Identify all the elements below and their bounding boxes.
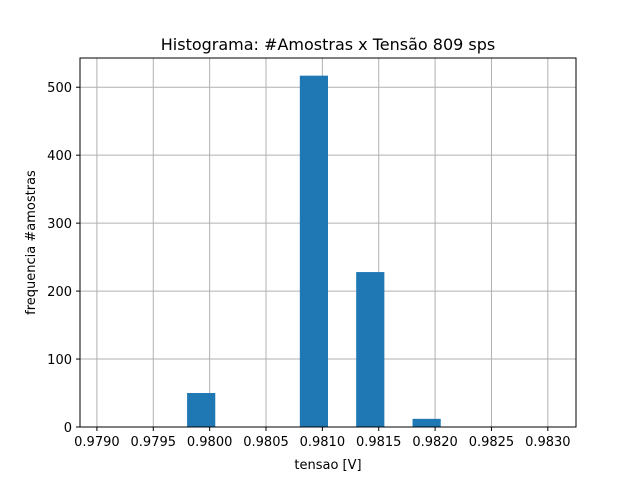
histogram-bar bbox=[412, 418, 441, 427]
y-axis-ticks: 0 100 200 300 400 500 bbox=[47, 81, 80, 436]
y-tick-label: 500 bbox=[47, 81, 72, 96]
x-axis-ticks: 0.9790 0.9795 0.9800 0.9805 0.9810 0.9815 0.98… bbox=[74, 427, 571, 450]
x-tick-label: 0.9795 bbox=[131, 435, 177, 450]
x-tick-label: 0.9800 bbox=[187, 435, 233, 450]
x-axis-label: tensao [V] bbox=[294, 458, 361, 473]
axes-frame bbox=[79, 57, 577, 428]
histogram-bar bbox=[299, 75, 328, 427]
x-tick-label: 0.9820 bbox=[412, 435, 458, 450]
x-tick-label: 0.9815 bbox=[356, 435, 402, 450]
y-tick-label: 400 bbox=[47, 149, 72, 164]
y-axis-label: frequencia #amostras bbox=[24, 170, 39, 315]
x-tick-label: 0.9830 bbox=[525, 435, 571, 450]
histogram-bar bbox=[187, 393, 216, 427]
x-tick-label: 0.9790 bbox=[74, 435, 120, 450]
y-tick-label: 0 bbox=[64, 421, 72, 436]
x-tick-label: 0.9825 bbox=[469, 435, 515, 450]
chart-title: Histograma: #Amostras x Tensão 809 sps bbox=[161, 35, 495, 54]
y-tick-label: 200 bbox=[47, 285, 72, 300]
x-tick-label: 0.9805 bbox=[243, 435, 289, 450]
y-tick-label: 300 bbox=[47, 217, 72, 232]
histogram-bar bbox=[356, 272, 385, 427]
y-tick-label: 100 bbox=[47, 353, 72, 368]
x-tick-label: 0.9810 bbox=[300, 435, 346, 450]
bars bbox=[187, 75, 441, 427]
